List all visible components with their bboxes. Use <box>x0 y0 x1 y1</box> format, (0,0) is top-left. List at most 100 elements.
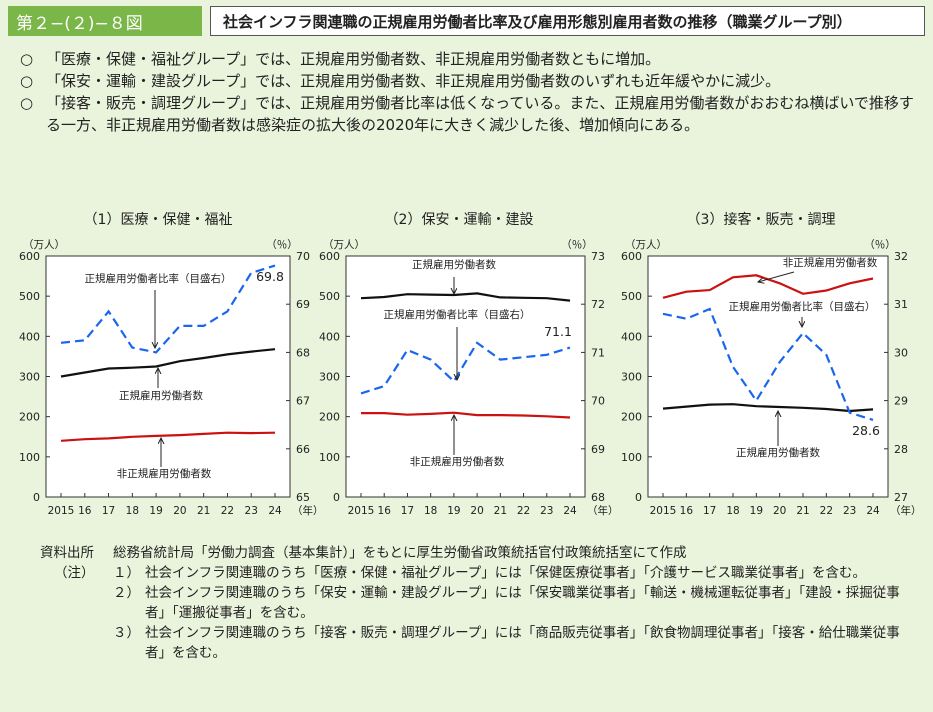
count-series-line <box>60 348 276 378</box>
right-unit-label: （％） <box>561 239 593 251</box>
bullet-text: 「保安・運輸・建設グループ」では、正規雇用労働者数、非正規雇用労働者数のいずれも… <box>46 72 781 90</box>
right-tick-label: 73 <box>591 250 605 263</box>
x-tick-label: 20 <box>773 505 786 517</box>
x-tick-label: 22 <box>820 505 833 517</box>
x-tick-label: 2015 <box>48 505 75 517</box>
x-tick-label: 19 <box>149 505 162 517</box>
note-number: ３） <box>113 625 140 641</box>
x-tick-label: 19 <box>750 505 763 517</box>
right-tick-label: 29 <box>894 395 908 408</box>
right-unit-label: （％） <box>864 239 896 251</box>
left-tick-label: 200 <box>319 411 340 424</box>
left-unit-label: （万人） <box>23 239 65 251</box>
bullet-2: ○ 「保安・運輸・建設グループ」では、正規雇用労働者数、非正規雇用労働者数のいずれ… <box>20 70 915 92</box>
figure-header: 第２−(２)−８図 社会インフラ関連職の正規雇用労働者比率及び雇用形態別雇用者数… <box>8 6 925 36</box>
left-tick-label: 300 <box>621 371 642 384</box>
x-tick-label: 16 <box>680 505 694 517</box>
right-tick-label: 69 <box>296 298 310 311</box>
series-annotation-label: 正規雇用労働者比率（目盛右） <box>729 300 876 313</box>
panel-2-title: （2）保安・運輸・建設 <box>384 212 534 228</box>
x-tick-label: 17 <box>703 505 716 517</box>
x-tick-label: 23 <box>540 505 553 517</box>
plot-area <box>45 255 291 498</box>
ratio-series-line <box>60 264 276 354</box>
x-tick-label: 18 <box>126 505 139 517</box>
right-tick-label: 68 <box>296 346 310 359</box>
left-tick-label: 600 <box>319 250 340 263</box>
note-number: ２） <box>113 585 140 601</box>
count-series-line <box>361 411 571 419</box>
x-tick-label: 21 <box>197 505 210 517</box>
bullet-3: ○ 「接客・販売・調理グループ」では、正規雇用労働者比率は低くなっている。また、正… <box>20 92 915 136</box>
right-tick-label: 71 <box>591 346 605 359</box>
end-value-label: 71.1 <box>544 324 572 339</box>
bullet-text: 「医療・保健・福祉グループ」では、正規雇用労働者数、非正規雇用労働者数ともに増加… <box>46 50 661 68</box>
right-tick-label: 70 <box>591 395 605 408</box>
left-tick-label: 100 <box>621 451 642 464</box>
right-tick-label: 31 <box>894 298 908 311</box>
x-tick-label: 24 <box>563 505 577 517</box>
figure-number: 第２−(２)−８図 <box>8 6 202 36</box>
left-tick-label: 0 <box>33 491 40 504</box>
x-tick-label: 22 <box>517 505 530 517</box>
right-tick-label: 72 <box>591 298 605 311</box>
source-text: 総務省統計局「労働力調査（基本集計）」をもとに厚生労働省政策統括官付政策統括室に… <box>113 545 687 561</box>
x-tick-label: 21 <box>494 505 507 517</box>
bullet-mark: ○ <box>20 94 34 112</box>
right-tick-label: 65 <box>296 491 310 504</box>
x-tick-label: 23 <box>843 505 856 517</box>
series-annotation-label: 正規雇用労働者比率（目盛右） <box>85 272 232 285</box>
ratio-series-line <box>360 341 571 395</box>
panel-1-title: （1）医療・保健・福祉 <box>83 212 233 228</box>
left-tick-label: 300 <box>19 371 40 384</box>
panel-3-title: （3）接客・販売・調理 <box>686 212 836 228</box>
right-tick-label: 66 <box>296 443 310 456</box>
left-tick-label: 200 <box>621 411 642 424</box>
right-tick-label: 69 <box>591 443 605 456</box>
end-value-label: 28.6 <box>852 423 880 438</box>
left-tick-label: 100 <box>319 451 340 464</box>
x-unit-label: （年） <box>292 504 324 517</box>
bullet-mark: ○ <box>20 72 34 90</box>
left-tick-label: 300 <box>319 371 340 384</box>
x-tick-label: 2015 <box>348 505 375 517</box>
x-tick-label: 17 <box>401 505 414 517</box>
count-series-line <box>360 292 571 302</box>
right-tick-label: 68 <box>591 491 605 504</box>
left-tick-label: 500 <box>621 290 642 303</box>
bullet-text: 「接客・販売・調理グループ」では、正規雇用労働者比率は低くなっている。また、正規… <box>46 94 914 134</box>
summary-bullets: ○ 「医療・保健・福祉グループ」では、正規雇用労働者数、非正規雇用労働者数ともに増… <box>20 48 915 136</box>
series-annotation-label: 正規雇用労働者数 <box>412 258 496 271</box>
left-tick-label: 500 <box>319 290 340 303</box>
right-tick-label: 32 <box>894 250 908 263</box>
figure-title: 社会インフラ関連職の正規雇用労働者比率及び雇用形態別雇用者数の推移（職業グループ… <box>210 6 925 36</box>
annotation-arrow <box>758 271 795 282</box>
left-tick-label: 400 <box>319 330 340 343</box>
note-text: 社会インフラ関連職のうち「医療・保健・福祉グループ」には「保健医療従事者」「介護… <box>145 565 867 581</box>
right-tick-label: 27 <box>894 491 908 504</box>
x-tick-label: 2015 <box>650 505 677 517</box>
x-tick-label: 21 <box>796 505 809 517</box>
series-annotation-label: 正規雇用労働者数 <box>119 389 203 402</box>
ratio-series-line <box>662 307 874 421</box>
x-tick-label: 24 <box>268 505 282 517</box>
x-tick-label: 20 <box>470 505 483 517</box>
x-tick-label: 17 <box>102 505 115 517</box>
left-unit-label: （万人） <box>625 239 667 251</box>
note-text: 社会インフラ関連職のうち「保安・運輸・建設グループ」には「保安職業従事者」「輸送… <box>145 585 900 621</box>
bullet-1: ○ 「医療・保健・福祉グループ」では、正規雇用労働者数、非正規雇用労働者数ともに増… <box>20 48 915 70</box>
series-annotation-label: 非正規雇用労働者数 <box>117 467 212 480</box>
left-tick-label: 0 <box>333 491 340 504</box>
right-unit-label: （％） <box>266 239 298 251</box>
series-annotation-label: 非正規雇用労働者数 <box>410 455 505 468</box>
x-tick-label: 23 <box>245 505 258 517</box>
notes-label: （注） <box>54 565 95 581</box>
source-label: 資料出所 <box>40 545 94 561</box>
x-tick-label: 20 <box>173 505 186 517</box>
x-tick-label: 16 <box>78 505 92 517</box>
note-number: １） <box>113 565 140 581</box>
right-tick-label: 30 <box>894 346 908 359</box>
plot-area <box>647 255 889 498</box>
bullet-mark: ○ <box>20 50 34 68</box>
left-tick-label: 200 <box>19 411 40 424</box>
